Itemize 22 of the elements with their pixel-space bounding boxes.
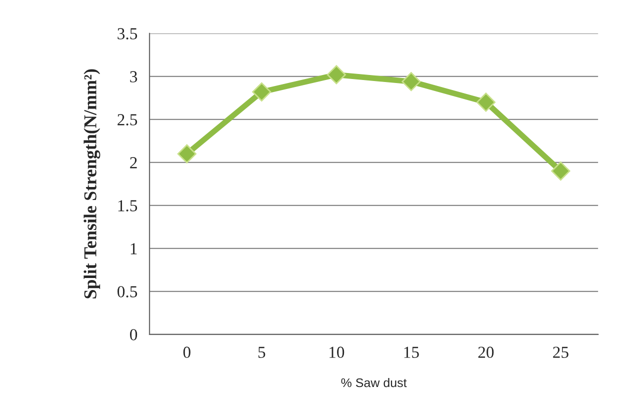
x-tick-label: 25	[553, 346, 568, 358]
point	[252, 82, 272, 102]
y-tick-label: 1	[130, 243, 137, 254]
point	[177, 144, 196, 164]
point	[326, 65, 346, 84]
y-tick-label: 1.5	[118, 200, 138, 212]
point	[551, 161, 570, 181]
x-tick-label: 15	[404, 346, 419, 358]
x-tick-label: 5	[258, 346, 266, 358]
y-tick-label: 2	[130, 157, 137, 168]
point	[476, 92, 496, 112]
x-tick-label: 20	[478, 346, 494, 358]
y-tick-label: 0.5	[118, 286, 138, 298]
x-axis-title: % Saw dust	[341, 378, 407, 388]
y-tick-label: 2.5	[118, 114, 138, 126]
y-tick-label: 3	[130, 71, 138, 82]
y-tick-label: 0	[130, 329, 138, 340]
y-tick-label: 3.5	[118, 28, 138, 40]
y-axis-title: Split Tensile Strength(N/mm²)	[84, 69, 100, 298]
point	[402, 72, 421, 92]
x-tick-label: 10	[330, 346, 344, 358]
x-tick-label: 0	[183, 346, 190, 358]
